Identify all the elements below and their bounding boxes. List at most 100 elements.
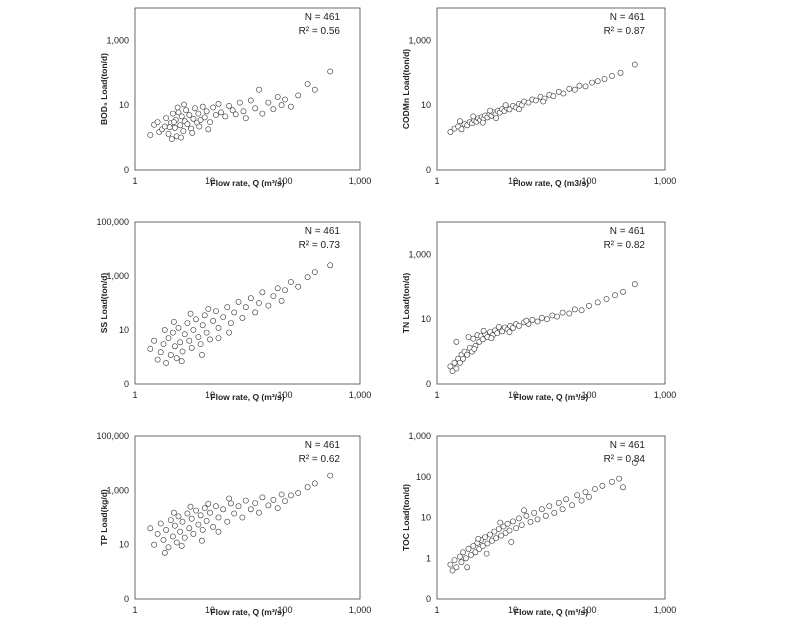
data-point bbox=[247, 506, 254, 513]
x-tick-label: 100 bbox=[581, 176, 596, 186]
data-point bbox=[494, 330, 501, 337]
data-point bbox=[542, 512, 549, 519]
data-point bbox=[256, 300, 262, 306]
data-point bbox=[212, 503, 219, 510]
y-tick-label: 10 bbox=[421, 314, 431, 324]
data-point bbox=[560, 90, 567, 97]
data-point bbox=[456, 118, 463, 125]
data-point bbox=[464, 351, 471, 358]
data-point bbox=[235, 298, 242, 305]
data-point bbox=[544, 316, 550, 323]
data-point bbox=[447, 561, 454, 568]
data-point bbox=[449, 567, 456, 574]
data-point bbox=[603, 296, 610, 302]
data-point bbox=[179, 518, 186, 525]
data-point bbox=[195, 110, 202, 117]
data-point bbox=[506, 106, 513, 113]
data-point bbox=[274, 94, 281, 100]
x-tick-label: 1 bbox=[434, 176, 439, 186]
data-point bbox=[270, 106, 277, 113]
data-point bbox=[161, 549, 168, 556]
data-point bbox=[163, 527, 169, 533]
data-point bbox=[190, 115, 197, 122]
x-tick-label: 10 bbox=[205, 605, 215, 615]
data-point bbox=[287, 279, 294, 285]
data-point bbox=[612, 292, 618, 299]
data-point bbox=[551, 510, 558, 516]
data-point bbox=[165, 130, 172, 137]
data-point bbox=[574, 492, 581, 499]
data-point bbox=[475, 535, 482, 542]
data-point bbox=[240, 108, 247, 115]
x-tick-label: 1 bbox=[434, 605, 439, 615]
data-point bbox=[539, 314, 545, 321]
data-point bbox=[592, 486, 598, 492]
data-point bbox=[192, 105, 198, 112]
data-point bbox=[181, 331, 188, 338]
y-tick-label: 0 bbox=[124, 594, 129, 604]
data-point bbox=[171, 343, 178, 350]
data-point bbox=[456, 553, 463, 560]
data-point bbox=[566, 85, 573, 92]
data-point bbox=[177, 122, 184, 129]
data-point bbox=[197, 341, 204, 347]
data-point bbox=[205, 306, 212, 312]
plot-frame bbox=[134, 7, 361, 171]
data-point bbox=[631, 281, 638, 288]
data-point bbox=[201, 505, 208, 512]
data-point bbox=[220, 314, 227, 320]
x-axis-label: Flow rate, Q (m³/s) bbox=[514, 607, 588, 617]
data-point bbox=[226, 103, 232, 109]
data-point bbox=[157, 349, 164, 356]
data-point bbox=[311, 269, 318, 275]
data-point bbox=[569, 502, 575, 509]
data-point bbox=[472, 549, 479, 556]
data-point bbox=[169, 110, 176, 117]
data-point bbox=[160, 341, 167, 347]
data-point bbox=[278, 491, 285, 498]
data-point bbox=[203, 329, 210, 336]
x-tick-label: 10 bbox=[508, 176, 518, 186]
data-point bbox=[265, 302, 272, 309]
data-point bbox=[620, 288, 626, 295]
data-point bbox=[311, 480, 318, 487]
plot-frame bbox=[436, 221, 666, 385]
data-point bbox=[631, 459, 638, 466]
data-point bbox=[184, 320, 191, 326]
data-point bbox=[555, 499, 562, 506]
data-point bbox=[282, 96, 288, 103]
data-point bbox=[533, 97, 539, 104]
data-point bbox=[259, 110, 266, 117]
data-point bbox=[183, 107, 189, 114]
data-point bbox=[259, 289, 266, 296]
data-point bbox=[327, 68, 334, 75]
sample-count-label: N = 461 bbox=[610, 226, 646, 237]
x-tick-label: 10 bbox=[508, 605, 518, 615]
x-tick-label: 100 bbox=[277, 605, 292, 615]
data-point bbox=[506, 527, 513, 534]
data-point bbox=[179, 348, 186, 355]
data-point bbox=[456, 359, 463, 366]
data-point bbox=[549, 312, 556, 319]
data-point bbox=[497, 519, 504, 526]
data-point bbox=[500, 523, 507, 530]
data-point bbox=[161, 327, 168, 333]
data-point bbox=[167, 351, 174, 358]
data-point bbox=[226, 495, 232, 502]
data-point bbox=[168, 136, 175, 142]
data-point bbox=[265, 502, 272, 509]
data-point bbox=[181, 534, 188, 541]
data-point bbox=[205, 126, 212, 133]
data-point bbox=[215, 101, 222, 107]
data-point bbox=[453, 365, 460, 372]
data-point bbox=[169, 533, 176, 540]
chart-panel-bod: 1 10 100 1,000 0 10 1,000 Flow rate, Q (m³/s) BO… bbox=[99, 7, 371, 188]
data-point bbox=[242, 115, 249, 121]
data-point bbox=[169, 329, 176, 336]
data-point bbox=[222, 113, 229, 120]
data-point bbox=[224, 304, 231, 311]
x-tick-label: 1 bbox=[132, 605, 137, 615]
y-axis-label: BOD₅ Load(ton/d) bbox=[99, 53, 109, 125]
data-point bbox=[460, 549, 466, 556]
